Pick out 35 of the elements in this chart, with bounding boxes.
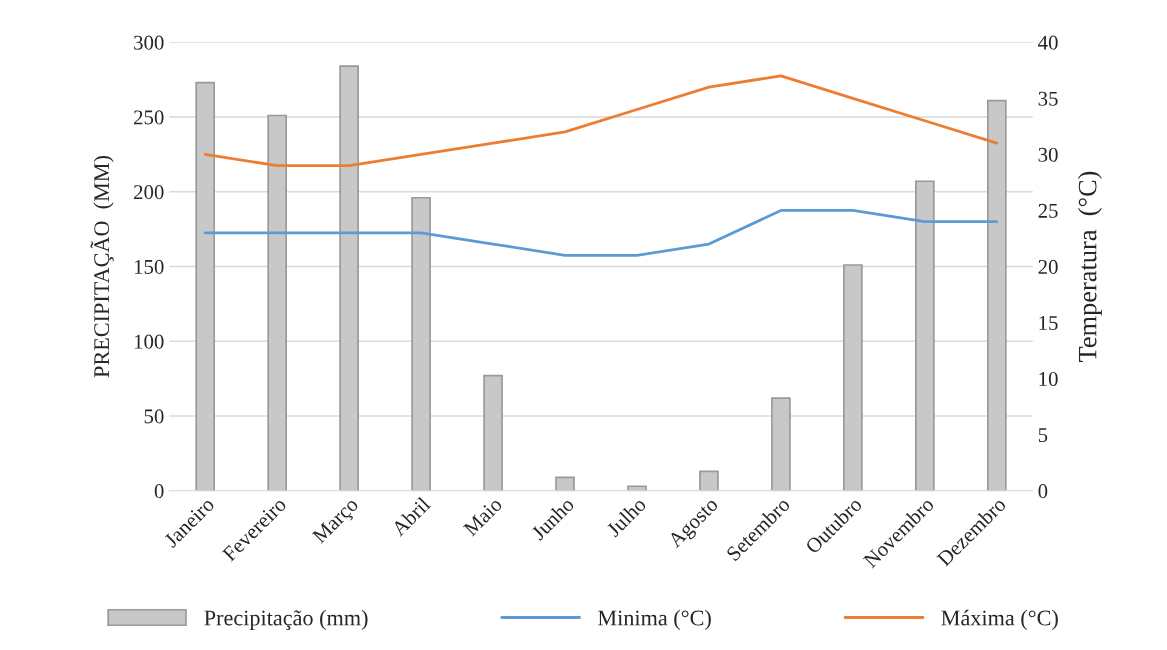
y2-tick-label: 20 bbox=[1038, 259, 1058, 274]
bar bbox=[267, 114, 287, 491]
y2-tick-label: 30 bbox=[1038, 147, 1058, 162]
line-series bbox=[203, 209, 999, 257]
y-tick-label: 100 bbox=[134, 334, 164, 349]
y2-axis-title: Temperatura (°C) bbox=[1077, 171, 1102, 362]
y-tick-label: 200 bbox=[134, 185, 164, 200]
bar bbox=[555, 476, 575, 491]
bar bbox=[627, 485, 647, 491]
bar bbox=[411, 196, 431, 491]
y-tick-label: 50 bbox=[144, 409, 164, 424]
y2-tick-label: 5 bbox=[1038, 428, 1048, 443]
bar bbox=[771, 397, 791, 491]
line-series bbox=[203, 74, 999, 167]
y2-tick-label: 25 bbox=[1038, 203, 1058, 218]
y-tick-label: 150 bbox=[134, 259, 164, 274]
bar bbox=[843, 264, 863, 491]
bar bbox=[986, 99, 1007, 491]
y2-tick-label: 0 bbox=[1038, 484, 1048, 499]
y2-tick-label: 10 bbox=[1039, 372, 1058, 387]
y2-tick-label: 15 bbox=[1039, 316, 1058, 330]
bar bbox=[915, 180, 935, 491]
legend-label: Máxima (°C) bbox=[941, 609, 1058, 630]
y2-tick-label: 40 bbox=[1038, 35, 1058, 50]
y-tick-label: 250 bbox=[134, 110, 164, 125]
y-axis-title: PRECIPITAÇÃO (MM) bbox=[90, 156, 114, 378]
y2-tick-label: 35 bbox=[1038, 91, 1058, 106]
bar bbox=[699, 470, 719, 491]
bar bbox=[483, 374, 503, 491]
bar bbox=[195, 81, 216, 491]
legend-label: Precipitação (mm) bbox=[204, 609, 368, 630]
y-tick-label: 0 bbox=[154, 484, 164, 499]
bar bbox=[339, 65, 359, 491]
legend-label: Minima (°C) bbox=[598, 609, 711, 630]
y-tick-label: 300 bbox=[134, 35, 164, 50]
